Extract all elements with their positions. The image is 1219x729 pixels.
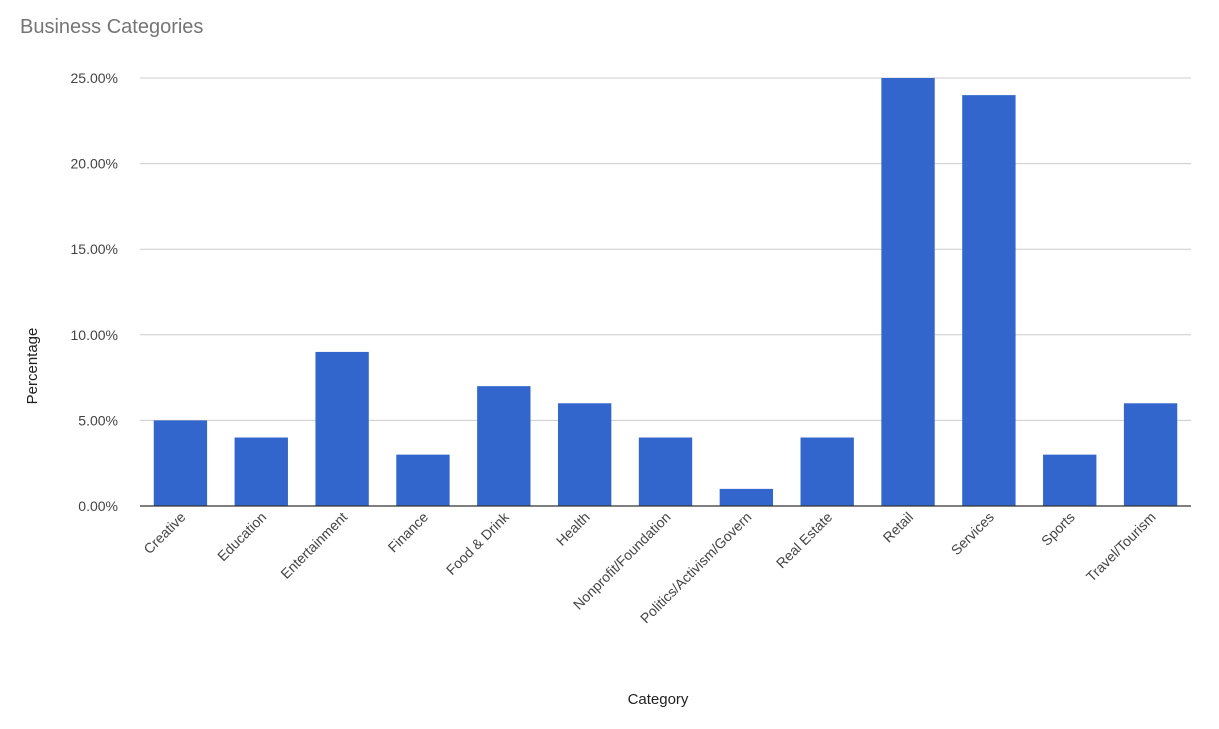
bar (153, 420, 208, 506)
x-tick-label: Entertainment (277, 509, 350, 582)
x-tick-label: Travel/Tourism (1083, 509, 1159, 585)
bar (477, 386, 531, 506)
x-tick-label: Education (214, 509, 269, 564)
gridlines (140, 77, 1191, 421)
bar (396, 454, 450, 506)
y-tick-label: 10.00% (71, 327, 118, 343)
y-tick-label: 25.00% (71, 70, 118, 86)
bar (800, 437, 854, 506)
bar (315, 351, 369, 506)
x-tick-label: Real Estate (773, 509, 836, 572)
x-axis-title: Category (628, 691, 689, 708)
y-tick-label: 0.00% (78, 498, 118, 514)
y-axis-ticks: 0.00% 5.00% 10.00% 15.00% 20.00% 25.00% (71, 70, 118, 514)
bar (234, 437, 288, 506)
y-axis-title: Percentage (24, 328, 41, 405)
bar (638, 437, 693, 506)
x-tick-label: Food & Drink (443, 508, 513, 578)
x-tick-label: Creative (140, 509, 188, 557)
x-tick-label: Retail (880, 509, 917, 546)
bar (962, 95, 1016, 507)
chart-title: Business Categories (20, 16, 204, 38)
x-tick-label: Services (948, 509, 997, 558)
bars (153, 78, 1178, 507)
x-tick-label: Sports (1038, 509, 1078, 549)
bar (719, 488, 774, 506)
x-axis-ticks: Creative Education Entertainment Finance Foo… (140, 508, 1158, 626)
x-tick-label: Finance (385, 509, 432, 556)
y-tick-label: 15.00% (71, 241, 118, 257)
x-tick-label: Health (553, 509, 593, 549)
y-tick-label: 20.00% (71, 156, 118, 172)
bar (1043, 454, 1097, 506)
bar (557, 403, 612, 506)
bar (1123, 403, 1178, 506)
bar (881, 78, 935, 506)
y-tick-label: 5.00% (78, 412, 118, 428)
